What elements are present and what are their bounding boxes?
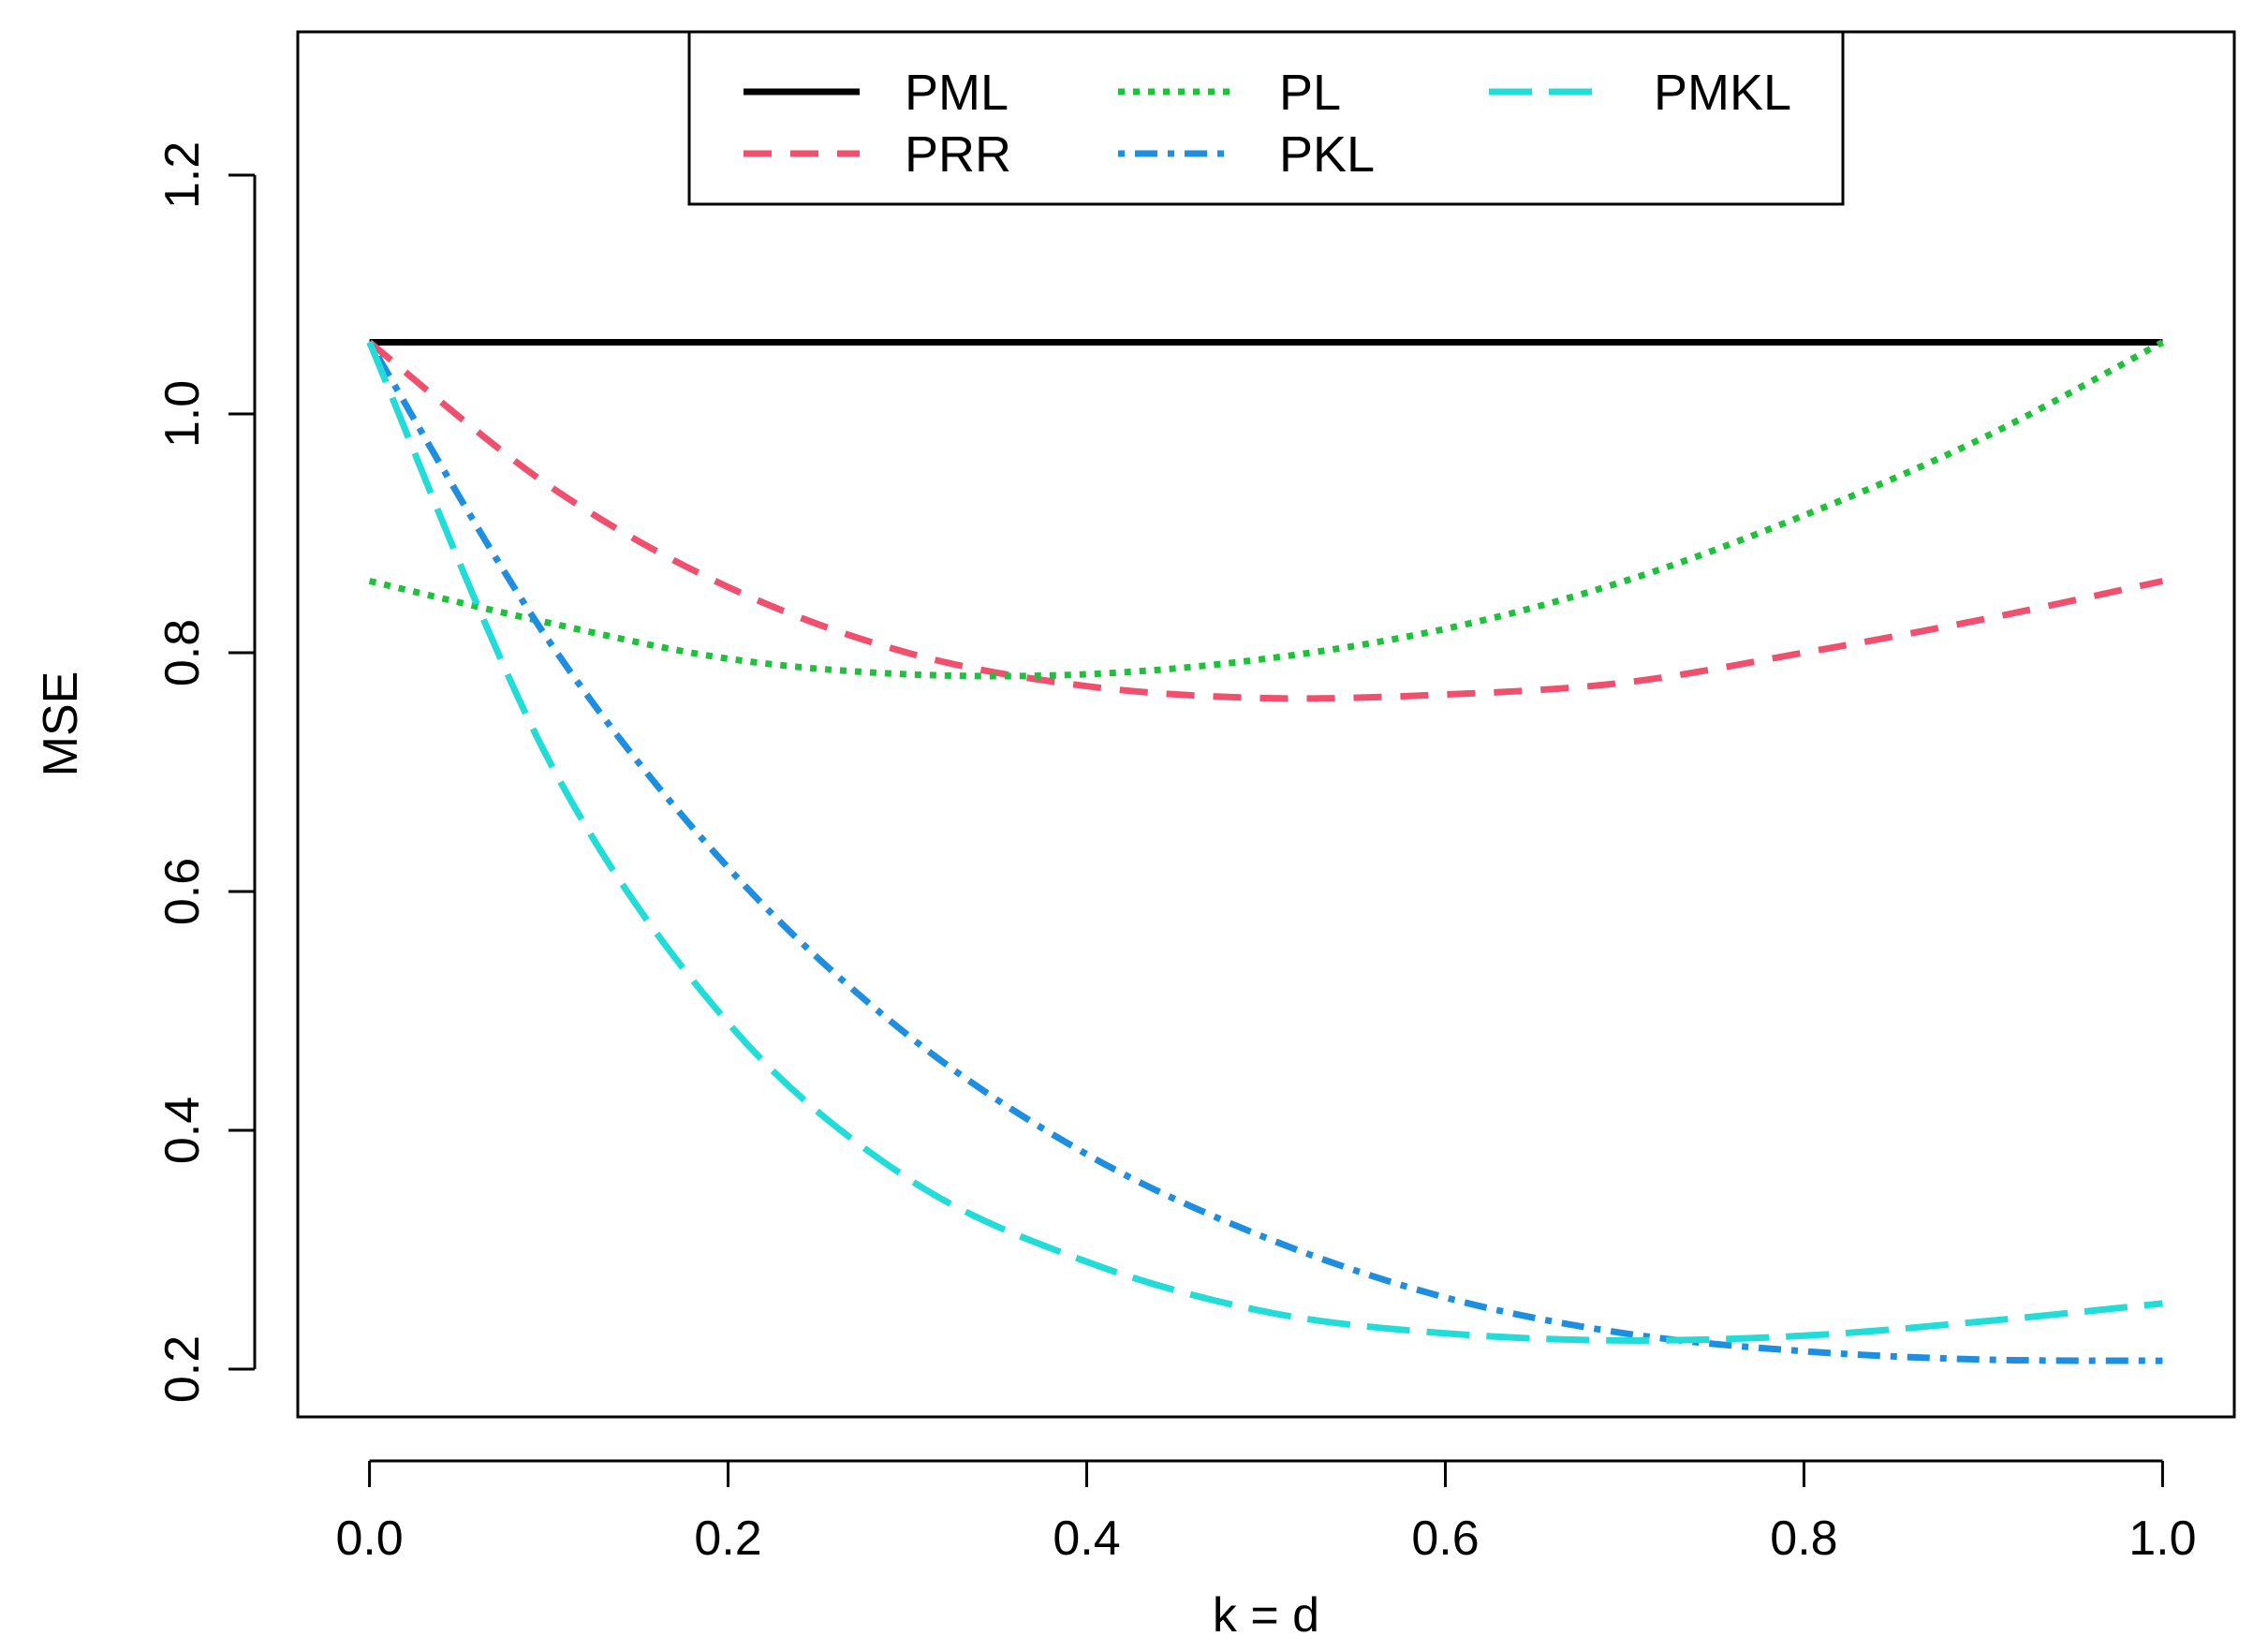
legend-label-pmkl: PMKL — [1654, 65, 1791, 121]
y-tick-label: 0.8 — [155, 619, 210, 686]
series-line-pmkl — [366, 341, 2163, 1344]
x-tick-label: 0.4 — [1053, 1511, 1120, 1566]
y-tick-label: 0.2 — [155, 1335, 210, 1403]
x-tick-label: 0.2 — [694, 1511, 761, 1566]
y-axis-title: MSE — [34, 671, 88, 777]
x-tick-label: 0.8 — [1770, 1511, 1837, 1566]
x-axis: 0.0 0.2 0.4 0.6 0.8 1.0 — [335, 1459, 2197, 1566]
series-group — [366, 338, 2165, 1364]
y-tick-label: 1.0 — [155, 380, 210, 448]
legend-label-prr: PRR — [905, 126, 1011, 183]
series-line-pkl — [366, 340, 2163, 1364]
series-line-pl — [368, 339, 2165, 680]
series-line-prr — [367, 339, 2164, 702]
legend-label-pkl: PKL — [1279, 126, 1375, 183]
legend-label-pml: PML — [905, 65, 1009, 121]
y-tick-label: 0.6 — [155, 858, 210, 925]
x-axis-title: k = d — [1213, 1588, 1319, 1643]
y-tick-label: 0.4 — [155, 1097, 210, 1164]
x-tick-label: 1.0 — [2128, 1511, 2196, 1566]
plot-frame — [296, 30, 2236, 1419]
x-tick-label: 0.6 — [1411, 1511, 1479, 1566]
x-tick-label: 0.0 — [335, 1511, 403, 1566]
legend-box — [687, 30, 1845, 206]
legend-label-pl: PL — [1279, 65, 1341, 121]
y-axis: 0.2 0.4 0.6 0.8 1.0 1.2 — [155, 141, 257, 1403]
y-tick-label: 1.2 — [155, 141, 210, 209]
